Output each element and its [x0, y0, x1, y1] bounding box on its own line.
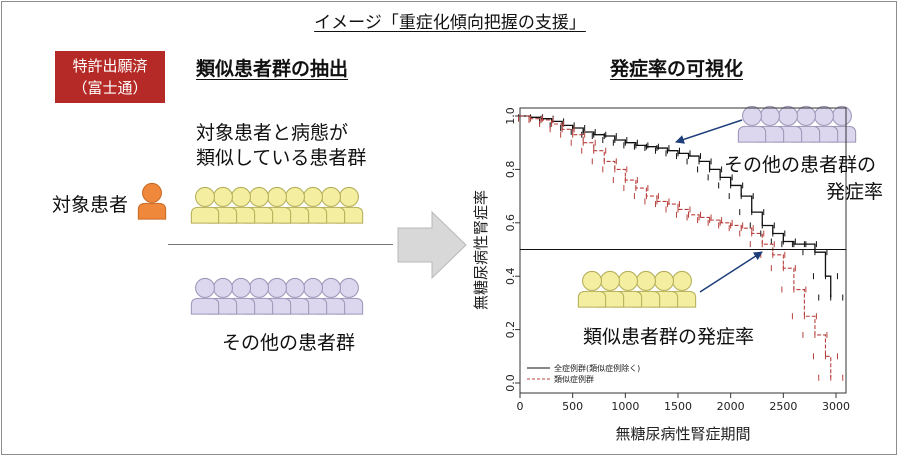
- x-tick-label: 1000: [611, 400, 639, 413]
- other-group-chart-icons: [737, 105, 857, 143]
- y-tick-label: 0.0: [504, 374, 517, 392]
- x-tick-label: 2000: [717, 400, 745, 413]
- legend-all-cases: 全症例群(類似症例除く): [554, 363, 640, 373]
- similar-group-label-line1: 対象患者と病態が: [196, 122, 349, 144]
- x-tick-label: 2500: [769, 400, 797, 413]
- target-patient-icon: [137, 182, 167, 220]
- y-tick-label: 0.8: [504, 161, 517, 179]
- similar-rate-arrow: [699, 251, 763, 293]
- survival-chart: 0 500 1000 1500 2000 2500 3000 0.0 0.2 0.4 0.6 0.8 1…: [472, 107, 850, 443]
- target-patient-label: 対象患者: [52, 194, 129, 216]
- chart-legend: 全症例群(類似症例除く) 類似症例群: [527, 363, 640, 384]
- other-rate-label-line1: その他の患者群の: [724, 154, 877, 176]
- chart-x-axis-label: 無糖尿病性腎症期間: [615, 425, 750, 443]
- y-tick-label: 0.6: [504, 214, 517, 232]
- other-rate-arrow: [675, 119, 743, 144]
- other-rate-label-line2: 発症率: [826, 181, 884, 203]
- x-tick-label: 500: [562, 400, 583, 413]
- badge-line2: （富士通）: [72, 79, 148, 97]
- x-tick-label: 0: [517, 400, 524, 413]
- similar-rate-label: 類似患者群の発症率: [583, 326, 755, 348]
- group-divider: [168, 244, 393, 245]
- similar-group-label-line2: 類似している患者群: [196, 147, 367, 169]
- other-group-label: その他の患者群: [222, 332, 356, 354]
- process-arrow-icon: [397, 210, 467, 280]
- similar-group-icons: [190, 186, 364, 224]
- y-tick-label: 0.2: [504, 321, 517, 339]
- patent-badge: 特許出願済 （富士通）: [55, 51, 165, 103]
- chart-y-axis-label: 無糖尿病性腎症率: [472, 190, 490, 310]
- visualization-heading: 発症率の可視化: [610, 58, 744, 80]
- other-group-icons: [190, 277, 364, 315]
- legend-similar-cases: 類似症例群: [554, 374, 594, 384]
- chart-plot-area: [519, 107, 847, 394]
- x-tick-label: 1500: [664, 400, 692, 413]
- similar-group-chart-icons: [577, 270, 697, 308]
- extraction-heading: 類似患者群の抽出: [196, 58, 349, 80]
- y-tick-label: 0.4: [504, 267, 517, 285]
- badge-line1: 特許出願済: [72, 57, 148, 75]
- all-cases-curve: [520, 115, 832, 298]
- y-tick-label: 1.0: [504, 107, 517, 125]
- x-tick-label: 3000: [822, 400, 850, 413]
- page-title: イメージ「重症化傾向把握の支援」: [314, 13, 586, 33]
